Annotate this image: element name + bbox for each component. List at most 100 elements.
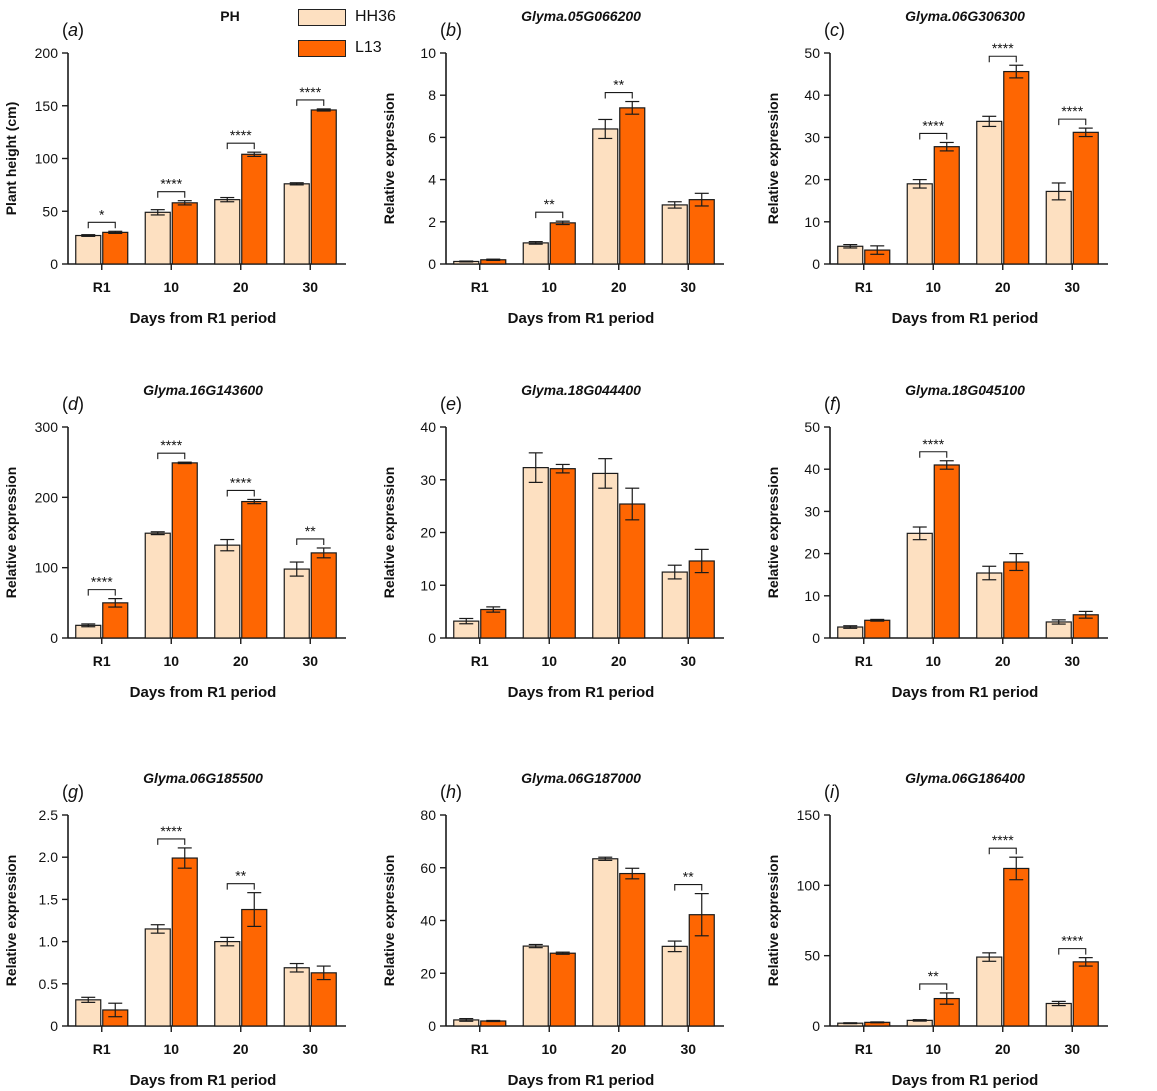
panel-b-bar-l13 — [619, 107, 646, 265]
panel-f-x-tick-label: R1 — [855, 653, 873, 669]
panel-d-y-tick-label: 100 — [35, 560, 59, 576]
panel-h-letter: (h) — [440, 782, 462, 802]
panel-g-y-tick-label: 0.5 — [39, 976, 59, 992]
panel-e-y-tick-label: 40 — [420, 419, 436, 435]
panel-g-significance-label: ** — [235, 868, 246, 884]
panel-i-significance-bracket — [919, 983, 948, 990]
panel-e-x-tick-label: 20 — [611, 653, 627, 669]
panel-e-letter: (e) — [440, 394, 462, 414]
panel-h-bar-hh36 — [522, 945, 549, 1027]
panel-c-x-tick-label: R1 — [855, 279, 873, 295]
panel-g-y-tick-label: 1.5 — [39, 891, 59, 907]
panel-g-x-tick-label: 10 — [163, 1041, 179, 1057]
panel-a-significance-label: * — [99, 206, 105, 222]
panel-c-x-label: Days from R1 period — [892, 310, 1039, 327]
panel-h-x-label: Days from R1 period — [508, 1072, 655, 1089]
panel-a-y-tick-label: 200 — [35, 45, 59, 61]
panel-e-bar-l13 — [688, 560, 715, 639]
legend-item-hh36: HH36 — [298, 6, 396, 28]
panel-e-bar-l13 — [480, 608, 507, 639]
panel-b-bar-l13 — [688, 199, 715, 265]
panel-h-significance-label: ** — [683, 869, 694, 885]
panel-c-title: Glyma.06G306300 — [905, 8, 1025, 24]
panel-d-significance-bracket — [87, 589, 116, 596]
panel-a-bar-l13 — [102, 231, 129, 265]
panel-a-bar-l13 — [241, 153, 268, 265]
panel-g-title: Glyma.06G185500 — [143, 770, 263, 786]
panel-i-title: Glyma.06G186400 — [905, 770, 1025, 786]
panel-a-x-label: Days from R1 period — [130, 310, 277, 327]
panel-i-x-label: Days from R1 period — [892, 1072, 1039, 1089]
panel-f-y-tick-label: 30 — [804, 503, 820, 519]
panel-f-x-tick-label: 20 — [995, 653, 1011, 669]
panel-e-y-label: Relative expression — [381, 467, 397, 599]
panel-a-bar-hh36 — [144, 211, 171, 265]
panel-c-y-tick-label: 30 — [804, 129, 820, 145]
panel-b-chart: (b) Glyma.05G066200 0 2 4 6 8 10 Relative expres… — [381, 8, 724, 327]
panel-f-bar-l13 — [933, 464, 960, 639]
panel-b-significance-bracket — [535, 211, 564, 219]
panel-b-bar-hh36 — [661, 204, 688, 265]
panel-i-x-tick-label: 30 — [1064, 1041, 1080, 1057]
panel-d-y-label: Relative expression — [3, 467, 19, 599]
panel-i-y-label: Relative expression — [765, 855, 781, 987]
panel-f-significance-label: **** — [922, 436, 944, 452]
panel-b-x-tick-label: 30 — [680, 279, 696, 295]
panel-a-bar-l13 — [171, 202, 198, 265]
panel-c-bar-hh36 — [837, 245, 864, 265]
panel-i-bar-l13 — [1072, 961, 1099, 1027]
panel-d-bar-hh36 — [144, 532, 171, 639]
panel-a-bar-l13 — [310, 109, 337, 265]
panel-g-significance-bracket — [157, 838, 186, 845]
panel-d-significance-label: ** — [305, 523, 316, 539]
panel-c-x-tick-label: 10 — [925, 279, 941, 295]
panel-d-chart: (d) Glyma.16G143600 0 100 200 300 Relative exp… — [3, 382, 346, 701]
panel-b-y-tick-label: 2 — [428, 214, 436, 230]
panel-f-y-tick-label: 40 — [804, 461, 820, 477]
panel-g-bar-hh36 — [214, 940, 241, 1027]
panel-a-y-tick-label: 0 — [50, 256, 58, 272]
panel-a-y-tick-label: 50 — [42, 203, 58, 219]
panel-h-bar-hh36 — [661, 945, 688, 1027]
panel-d-bar-l13 — [241, 500, 268, 639]
panel-i-x-tick-label: R1 — [855, 1041, 873, 1057]
panel-a-significance-label: **** — [299, 84, 321, 100]
panel-d-x-tick-label: R1 — [93, 653, 111, 669]
panel-e-bar-l13 — [549, 468, 576, 639]
panel-a-y-label: Plant height (cm) — [3, 102, 19, 216]
panel-d-bar-l13 — [310, 552, 337, 639]
panel-b-significance-label: ** — [544, 196, 555, 212]
panel-d-x-tick-label: 20 — [233, 653, 249, 669]
panel-a-bar-hh36 — [214, 199, 241, 265]
panel-d-bar-l13 — [171, 462, 198, 639]
panel-c-y-label: Relative expression — [765, 93, 781, 225]
panel-a-x-tick-label: R1 — [93, 279, 111, 295]
panel-i-significance-label: **** — [1061, 933, 1083, 949]
panel-e-bar-l13 — [619, 503, 646, 639]
panel-g-x-tick-label: 20 — [233, 1041, 249, 1057]
panel-h-chart: (h) Glyma.06G187000 0 20 40 60 80 Relative expr… — [381, 770, 724, 1089]
panel-a-bar-hh36 — [75, 234, 102, 265]
panel-h-x-tick-label: R1 — [471, 1041, 489, 1057]
panel-b-bar-hh36 — [522, 242, 549, 265]
panel-e-y-tick-label: 30 — [420, 472, 436, 488]
panel-c-bar-l13 — [1072, 131, 1099, 265]
panel-h-y-tick-label: 40 — [420, 913, 436, 929]
panel-f-y-tick-label: 10 — [804, 588, 820, 604]
panel-b-significance-bracket — [604, 91, 633, 99]
panel-h-x-tick-label: 30 — [680, 1041, 696, 1057]
panel-a-significance-label: **** — [230, 127, 252, 143]
panel-i-significance-bracket — [988, 847, 1017, 855]
panel-g-x-tick-label: R1 — [93, 1041, 111, 1057]
panel-g-significance-bracket — [226, 883, 255, 890]
panel-c-significance-label: **** — [992, 40, 1014, 56]
panel-f-chart: (f) Glyma.18G045100 0 10 20 30 40 50 Relative ex… — [765, 382, 1108, 701]
panel-b-title: Glyma.05G066200 — [521, 8, 641, 24]
panel-a-significance-bracket — [87, 221, 116, 229]
panel-b-y-tick-label: 8 — [428, 87, 436, 103]
panel-g-y-tick-label: 0 — [50, 1018, 58, 1034]
panel-i-significance-label: ** — [928, 968, 939, 984]
panel-b-x-tick-label: 10 — [541, 279, 557, 295]
panel-g-bar-hh36 — [75, 999, 102, 1027]
panel-i-bar-l13 — [1003, 867, 1030, 1027]
